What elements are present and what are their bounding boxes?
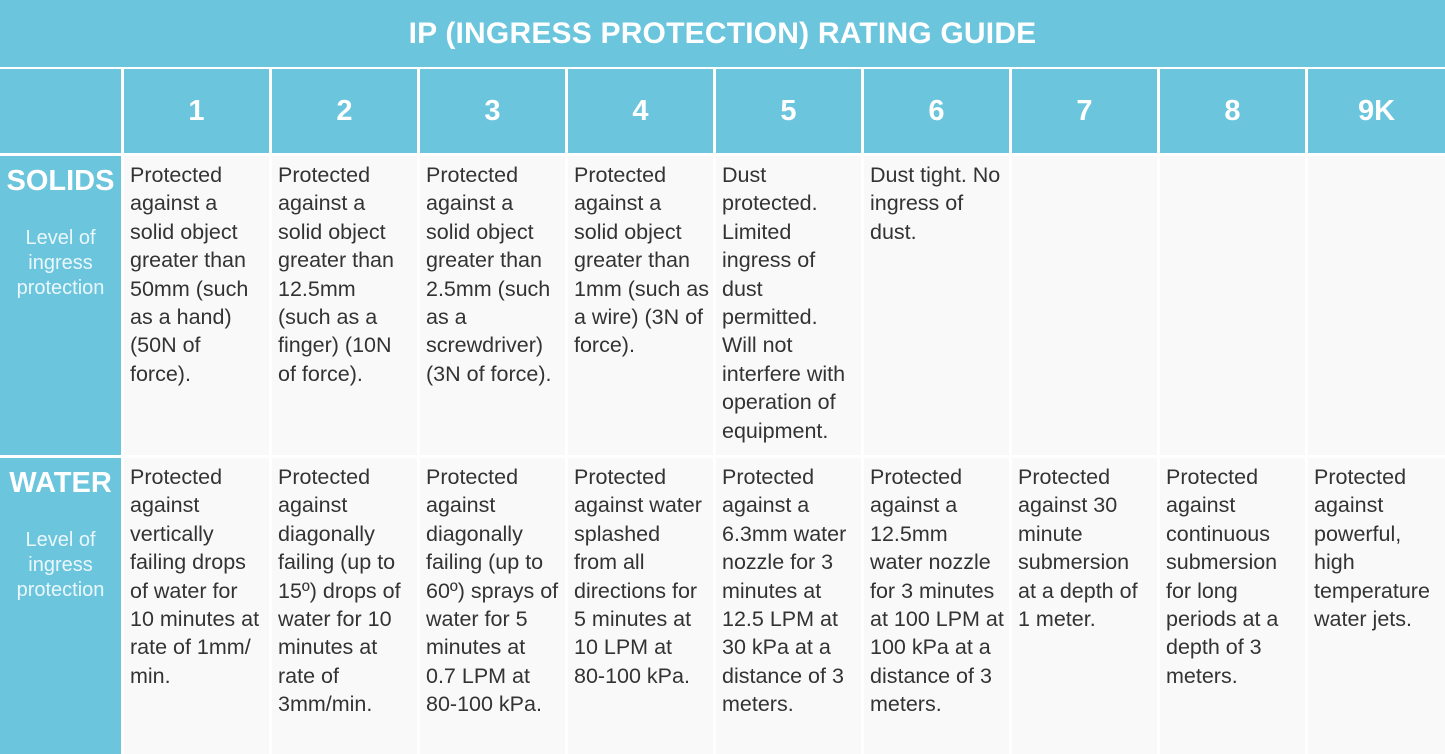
solids-cell-7 (1012, 156, 1157, 455)
water-cell-7: Protected against 30 minute submersion a… (1012, 458, 1157, 754)
water-cell-2: Protected against diagonally failing (up… (272, 458, 417, 754)
table-corner (0, 69, 121, 153)
water-cell-6: Protected against a 12.5mm water nozzle … (864, 458, 1009, 754)
row-label-solids: SOLIDS (6, 165, 115, 197)
column-header-2: 2 (272, 69, 417, 153)
solids-cell-5: Dust protected. Limited ingress of dust … (716, 156, 861, 455)
water-cell-5: Protected against a 6.3mm water nozzle f… (716, 458, 861, 754)
solids-cell-8 (1160, 156, 1305, 455)
water-cell-4: Protected against water splashed from al… (568, 458, 713, 754)
row-sublabel-water: Level of ingress protection (16, 529, 105, 601)
row-header-water: WATER Level of ingress protection (0, 458, 121, 754)
column-header-3: 3 (420, 69, 565, 153)
row-header-solids: SOLIDS Level of ingress protection (0, 156, 121, 455)
row-label-water: WATER (9, 467, 112, 499)
column-header-7: 7 (1012, 69, 1157, 153)
row-sublabel-solids: Level of ingress protection (16, 227, 105, 299)
solids-cell-3: Protected against a solid object greater… (420, 156, 565, 455)
solids-cell-4: Protected against a solid object greater… (568, 156, 713, 455)
solids-cell-9k (1308, 156, 1445, 455)
column-header-4: 4 (568, 69, 713, 153)
solids-cell-2: Protected against a solid object greater… (272, 156, 417, 455)
column-header-5: 5 (716, 69, 861, 153)
rating-table: 1 2 3 4 5 6 7 8 9K SOLIDS Level of ingre… (0, 69, 1445, 754)
solids-cell-6: Dust tight. No ingress of dust. (864, 156, 1009, 455)
water-cell-3: Protected against diagonally failing (up… (420, 458, 565, 754)
column-header-8: 8 (1160, 69, 1305, 153)
column-header-9k: 9K (1308, 69, 1445, 153)
solids-cell-1: Protected against a solid object greater… (124, 156, 269, 455)
water-cell-8: Protected against continuous submersion … (1160, 458, 1305, 754)
water-cell-9k: Protected against powerful, high tempera… (1308, 458, 1445, 754)
water-cell-1: Protected against vertically failing dro… (124, 458, 269, 754)
column-header-1: 1 (124, 69, 269, 153)
column-header-6: 6 (864, 69, 1009, 153)
page-title: IP (INGRESS PROTECTION) RATING GUIDE (0, 0, 1445, 67)
